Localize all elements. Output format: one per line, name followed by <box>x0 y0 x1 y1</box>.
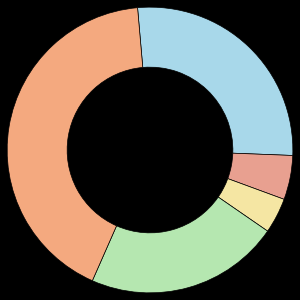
Wedge shape <box>218 178 284 231</box>
Wedge shape <box>7 8 143 281</box>
Wedge shape <box>137 7 293 155</box>
Wedge shape <box>92 197 268 293</box>
Wedge shape <box>228 153 293 199</box>
